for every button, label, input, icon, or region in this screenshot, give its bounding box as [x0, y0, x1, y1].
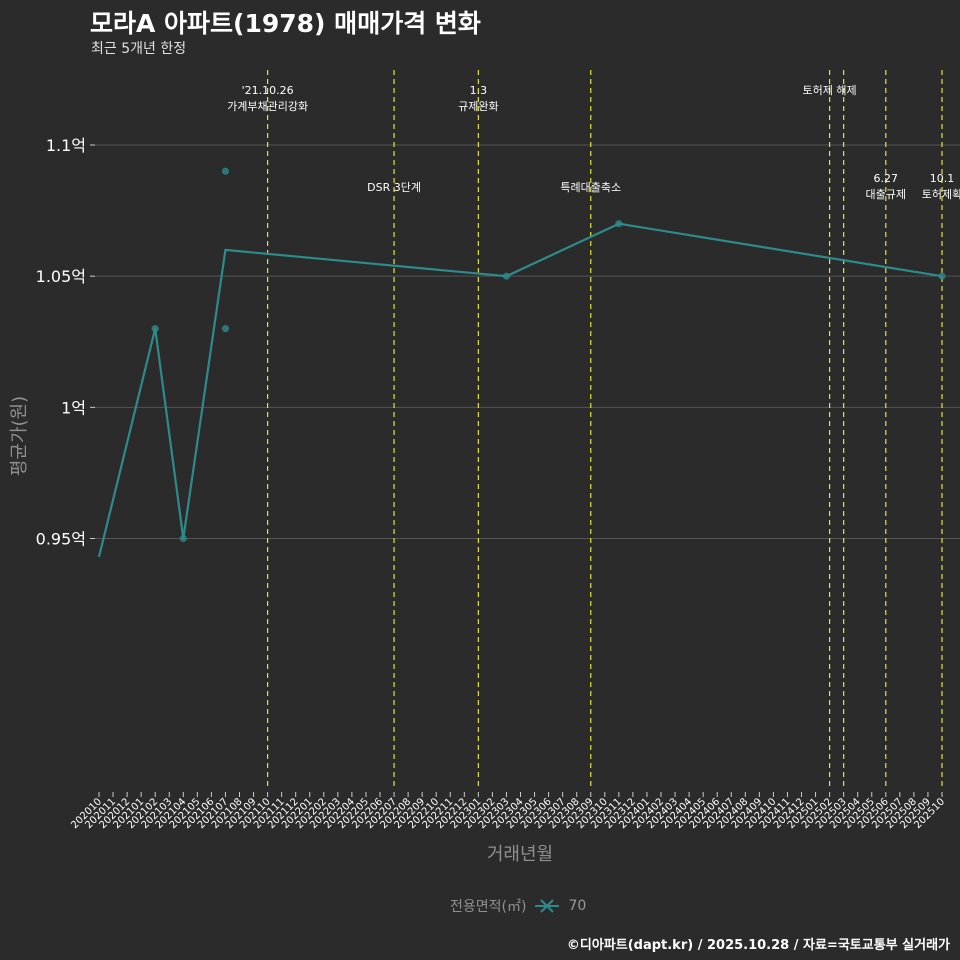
event-label: 토허제 해제 — [803, 83, 857, 97]
data-point — [221, 167, 230, 175]
data-point — [938, 272, 946, 280]
event-label: 특례대출축소 — [560, 181, 621, 194]
event-label: 가계부채관리강화 — [227, 100, 308, 113]
y-tick-label: 1.05억 — [36, 267, 86, 286]
y-axis-title: 평균가(원) — [9, 395, 30, 477]
y-tick-label: 1억 — [61, 398, 86, 417]
event-label: 대출규제 — [866, 188, 906, 201]
legend-title: 전용면적(㎡) — [450, 899, 527, 915]
data-point — [502, 272, 511, 280]
event-label: '21.10.26 — [242, 84, 294, 97]
source-caption: ©디아파트(dapt.kr) / 2025.10.28 / 자료=국토교통부 실… — [566, 938, 950, 953]
data-point — [151, 325, 159, 333]
chart-title: 모라A 아파트(1978) 매매가격 변화 — [90, 9, 481, 38]
x-axis-title: 거래년월 — [486, 844, 554, 865]
event-label: DSR 3단계 — [367, 181, 421, 194]
event-label: 10.1 — [930, 172, 955, 185]
y-tick-label: 1.1억 — [46, 136, 86, 155]
x-axis-ticks: 2020102020112020122021012021022021032021… — [69, 792, 947, 831]
y-tick-label: 0.95억 — [36, 530, 86, 549]
data-point — [615, 220, 623, 228]
event-label: 토허제확 — [922, 188, 960, 201]
legend-key-icon — [535, 899, 560, 913]
event-label: 1.3 — [470, 84, 488, 97]
legend-entry-70: 70 — [568, 898, 587, 914]
legend: 전용면적(㎡) 70 — [450, 896, 586, 916]
chart-subtitle: 최근 5개년 한정 — [91, 41, 187, 57]
data-point — [179, 534, 187, 543]
series-layer — [97, 167, 946, 558]
grid-layer — [95, 144, 960, 539]
y-axis-ticks: 0.95억 1억 1.05억 1.1억 — [36, 136, 95, 549]
event-label: 6.27 — [874, 172, 899, 185]
event-label: 규제완화 — [458, 100, 498, 113]
data-point — [221, 325, 230, 333]
series-line-70 — [97, 222, 943, 558]
